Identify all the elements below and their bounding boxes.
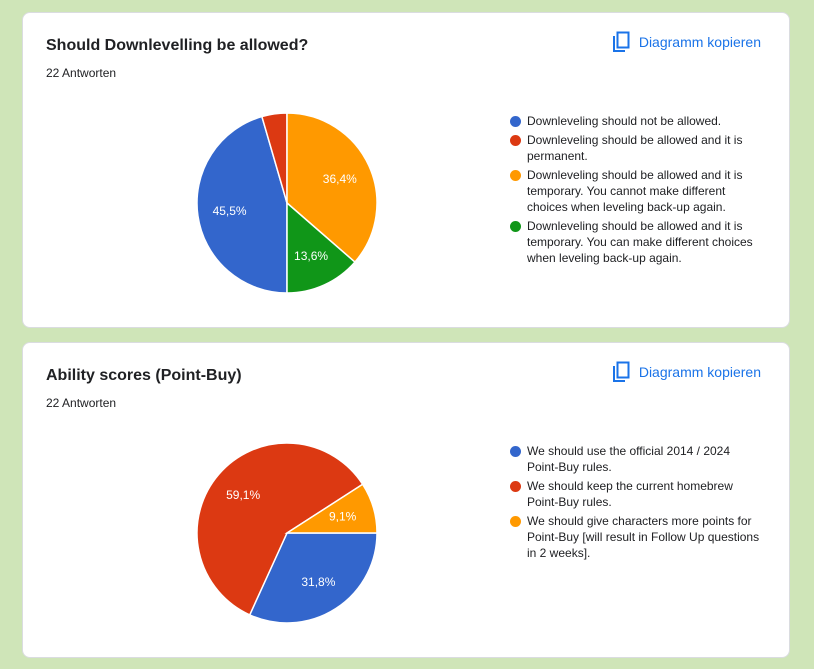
- legend-item[interactable]: Downleveling should be allowed and it is…: [510, 218, 760, 266]
- legend-item[interactable]: Downleveling should not be allowed.: [510, 113, 760, 129]
- legend-label: Downleveling should be allowed and it is…: [527, 133, 743, 163]
- response-count: 22 Antworten: [46, 66, 117, 80]
- legend-swatch: [510, 446, 521, 457]
- chart-card-downlevelling: Should Downlevelling be allowed? 22 Antw…: [22, 12, 790, 328]
- slice-label: 31,8%: [301, 575, 335, 589]
- response-count: 22 Antworten: [46, 396, 117, 410]
- pie-slice[interactable]: [197, 443, 364, 616]
- legend-swatch: [510, 116, 521, 127]
- slice-label: 9,1%: [329, 510, 357, 524]
- chart-title: Should Downlevelling be allowed?: [46, 37, 309, 54]
- legend-item[interactable]: Downleveling should be allowed and it is…: [510, 167, 760, 215]
- copy-chart-label: Diagramm kopieren: [638, 364, 761, 380]
- copy-chart-label: Diagramm kopieren: [638, 34, 761, 50]
- chart-legend: Downleveling should not be allowed. Downl…: [510, 113, 760, 269]
- slice-label: 13,6%: [294, 249, 328, 263]
- legend-swatch: [510, 170, 521, 181]
- copy-chart-button[interactable]: Diagramm kopieren: [611, 361, 761, 383]
- copy-icon: [611, 361, 631, 383]
- legend-swatch: [510, 516, 521, 527]
- legend-label: We should keep the current homebrew Poin…: [527, 479, 733, 509]
- legend-swatch: [510, 221, 521, 232]
- pie-slice[interactable]: [197, 115, 288, 293]
- pie-chart: 31,8% 59,1% 9,1%: [197, 443, 377, 623]
- legend-label: Downleveling should be allowed and it is…: [527, 219, 753, 265]
- legend-label: Downleveling should not be allowed.: [527, 114, 722, 128]
- chart-legend: We should use the official 2014 / 2024 P…: [510, 443, 760, 564]
- legend-item[interactable]: We should use the official 2014 / 2024 P…: [510, 443, 760, 475]
- slice-label: 59,1%: [226, 488, 260, 502]
- chart-card-ability-scores: Ability scores (Point-Buy) 22 Antworten …: [22, 342, 790, 658]
- pie-chart: 45,5% 36,4% 13,6%: [197, 113, 377, 293]
- copy-chart-button[interactable]: Diagramm kopieren: [611, 31, 761, 53]
- legend-item[interactable]: Downleveling should be allowed and it is…: [510, 132, 760, 164]
- pie-slice[interactable]: [286, 201, 356, 293]
- pie-slice[interactable]: [248, 532, 377, 623]
- slice-label: 36,4%: [323, 172, 357, 186]
- legend-swatch: [510, 135, 521, 146]
- legend-label: Downleveling should be allowed and it is…: [527, 168, 743, 214]
- chart-title: Ability scores (Point-Buy): [46, 367, 242, 384]
- legend-item[interactable]: We should give characters more points fo…: [510, 513, 760, 561]
- legend-label: We should give characters more points fo…: [527, 514, 760, 560]
- slice-label: 45,5%: [213, 204, 247, 218]
- pie-slice[interactable]: [286, 113, 377, 264]
- legend-item[interactable]: We should keep the current homebrew Poin…: [510, 478, 760, 510]
- legend-swatch: [510, 481, 521, 492]
- legend-label: We should use the official 2014 / 2024 P…: [527, 444, 731, 474]
- copy-icon: [611, 31, 631, 53]
